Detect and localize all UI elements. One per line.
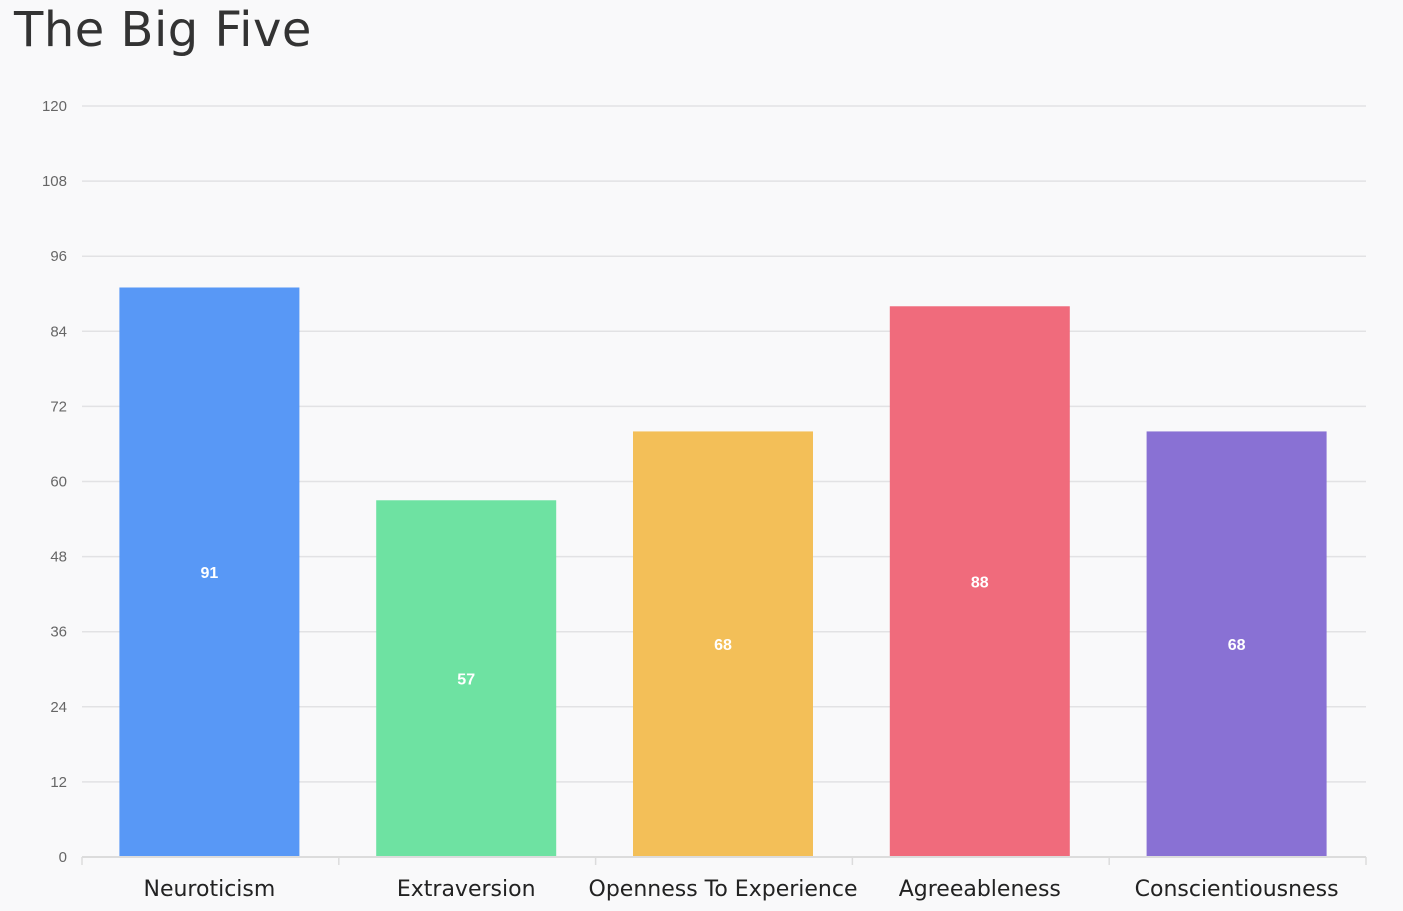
y-tick-label: 36 [50, 624, 67, 641]
bar-extraversion[interactable] [376, 500, 557, 856]
x-category-label: Extraversion [397, 877, 536, 902]
y-tick-label: 108 [42, 173, 67, 190]
data-label: 57 [457, 672, 475, 689]
x-category-label: Openness To Experience [589, 877, 858, 902]
y-tick-label: 120 [42, 98, 67, 115]
category-labels: Neuroticism Extraversion Openness To Exper… [144, 877, 1339, 902]
x-category-label: Conscientiousness [1135, 877, 1339, 902]
y-tick-label: 60 [50, 474, 67, 491]
bar-neuroticism[interactable] [119, 287, 300, 856]
y-tick-label: 12 [50, 774, 67, 791]
y-tick-label: 96 [50, 248, 67, 265]
y-tick-label: 48 [50, 549, 67, 566]
data-label: 88 [971, 575, 989, 592]
data-label: 68 [714, 637, 732, 654]
bar-agreeableness[interactable] [889, 306, 1070, 856]
y-tick-label: 84 [50, 323, 67, 340]
bars [119, 287, 1327, 856]
y-tick-label: 72 [50, 398, 67, 415]
bar-openness-to-experience[interactable] [633, 431, 813, 856]
x-axis [81, 856, 1367, 865]
data-label: 91 [201, 565, 219, 582]
y-tick-label: 24 [50, 699, 67, 716]
chart-title: The Big Five [14, 2, 312, 58]
data-label: 68 [1228, 637, 1246, 654]
x-category-label: Neuroticism [144, 877, 276, 902]
bar-conscientiousness[interactable] [1146, 431, 1327, 856]
data-labels: 91 57 68 88 68 [201, 565, 1246, 688]
x-category-label: Agreeableness [899, 877, 1061, 902]
y-axis-ticks: 0 12 24 36 48 60 72 84 96 108 120 [42, 98, 67, 866]
y-tick-label: 0 [59, 849, 67, 866]
